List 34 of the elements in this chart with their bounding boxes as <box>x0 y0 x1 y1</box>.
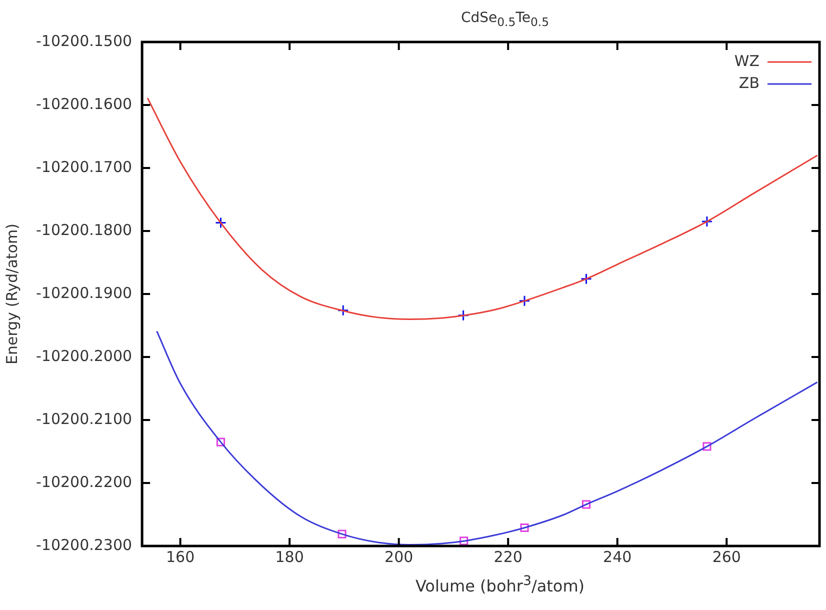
x-tick-label: 160 <box>166 548 195 566</box>
point <box>458 310 470 322</box>
y-tick-label: -10200.2200 <box>36 472 132 491</box>
point <box>701 216 713 228</box>
y-tick-label: -10200.1600 <box>36 94 132 113</box>
y-tick-label: -10200.1500 <box>36 32 132 50</box>
x-axis-title: Volume (bohr$^{3}$/atom) <box>414 574 586 596</box>
point <box>520 523 529 532</box>
point <box>702 442 712 451</box>
y-tick-label: -10200.2000 <box>36 346 132 365</box>
point <box>214 217 226 229</box>
y-tick-label: -10200.1900 <box>36 284 132 302</box>
x-tick-label: 200 <box>384 548 414 566</box>
line-series <box>156 330 818 546</box>
x-tick-label: 240 <box>603 548 632 566</box>
point <box>582 500 591 509</box>
y-axis-title: Energy (Ryd/atom) <box>2 224 21 364</box>
x-tick-label: 260 <box>712 548 741 566</box>
point <box>580 273 592 285</box>
point <box>337 304 349 316</box>
y-tick-label: -10200.2300 <box>36 536 132 554</box>
line-series <box>146 97 818 320</box>
point <box>518 295 530 307</box>
point <box>460 536 468 546</box>
y-tick-label: -10200.1800 <box>36 220 132 239</box>
x-tick-label: 220 <box>494 548 522 566</box>
legend-label: WZ <box>734 52 760 70</box>
y-tick-label: -10200.2100 <box>36 410 132 428</box>
chart-title: CdSe$_{0.5}$Te$_{0.5}$ <box>460 10 550 29</box>
point <box>338 530 346 538</box>
y-tick-label: -10200.1700 <box>36 158 132 176</box>
legend-label: ZB <box>738 74 760 92</box>
x-tick-label: 180 <box>275 548 304 566</box>
point <box>216 438 226 446</box>
